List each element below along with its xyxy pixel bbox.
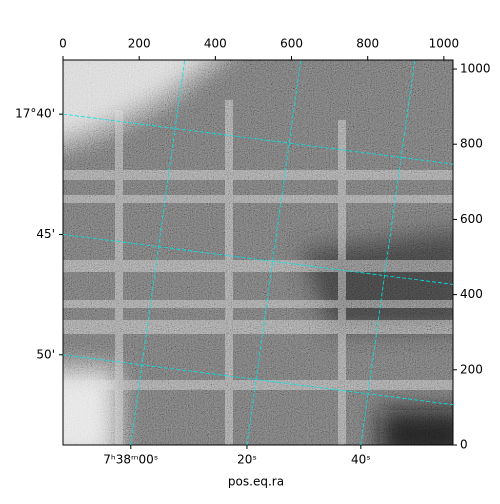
grid-line [246, 60, 302, 445]
x-tick-label: 1000 [429, 37, 460, 51]
y-tick-label: 200 [460, 362, 483, 376]
x-tick-label: 800 [356, 37, 379, 51]
x-tick-label: 400 [204, 37, 227, 51]
grid-line [63, 234, 453, 285]
x-axis-label: pos.eq.ra [228, 475, 284, 489]
y-tick-label: 400 [460, 287, 483, 301]
x-tick-label: 0 [59, 37, 67, 51]
ra-tick-label: 7ʰ38ᵐ00ˢ [103, 453, 158, 467]
image [63, 60, 453, 445]
ra-tick-label: 40ˢ [351, 453, 371, 467]
axes-frame [62, 59, 454, 446]
world-grid [63, 60, 453, 445]
x-tick-label: 600 [280, 37, 303, 51]
grid-line [63, 113, 453, 165]
y-tick-label: 800 [460, 137, 483, 151]
grid-line [63, 354, 453, 406]
x-tick-label: 200 [128, 37, 151, 51]
dec-tick-label: 45' [36, 227, 55, 241]
grid-line [130, 60, 186, 445]
y-tick-label: 600 [460, 212, 483, 226]
dec-tick-label: 50' [36, 347, 55, 361]
grid-line [360, 60, 416, 445]
y-tick-label: 1000 [460, 62, 491, 76]
y-tick-label: 0 [460, 438, 468, 452]
ra-tick-label: 20ˢ [237, 453, 257, 467]
dec-tick-label: 17°40' [15, 107, 55, 121]
